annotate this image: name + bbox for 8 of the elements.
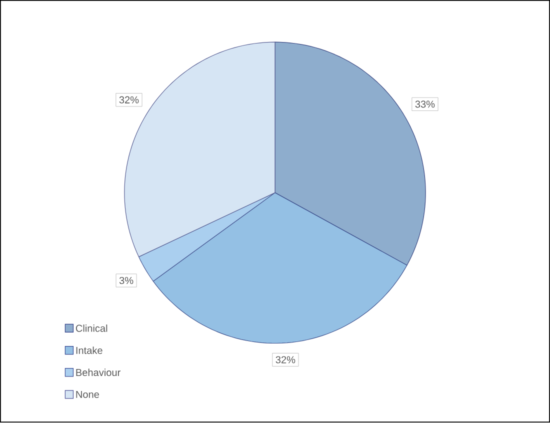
data-label: 3% [119, 277, 134, 284]
legend-label: Behaviour [76, 368, 120, 376]
data-label: 32% [119, 96, 139, 104]
legend-label: None [76, 391, 99, 398]
legend-label: Clinical [76, 324, 108, 332]
data-label: 33% [415, 100, 435, 108]
legend-label: Intake [76, 346, 102, 354]
data-label: 32% [276, 356, 296, 364]
